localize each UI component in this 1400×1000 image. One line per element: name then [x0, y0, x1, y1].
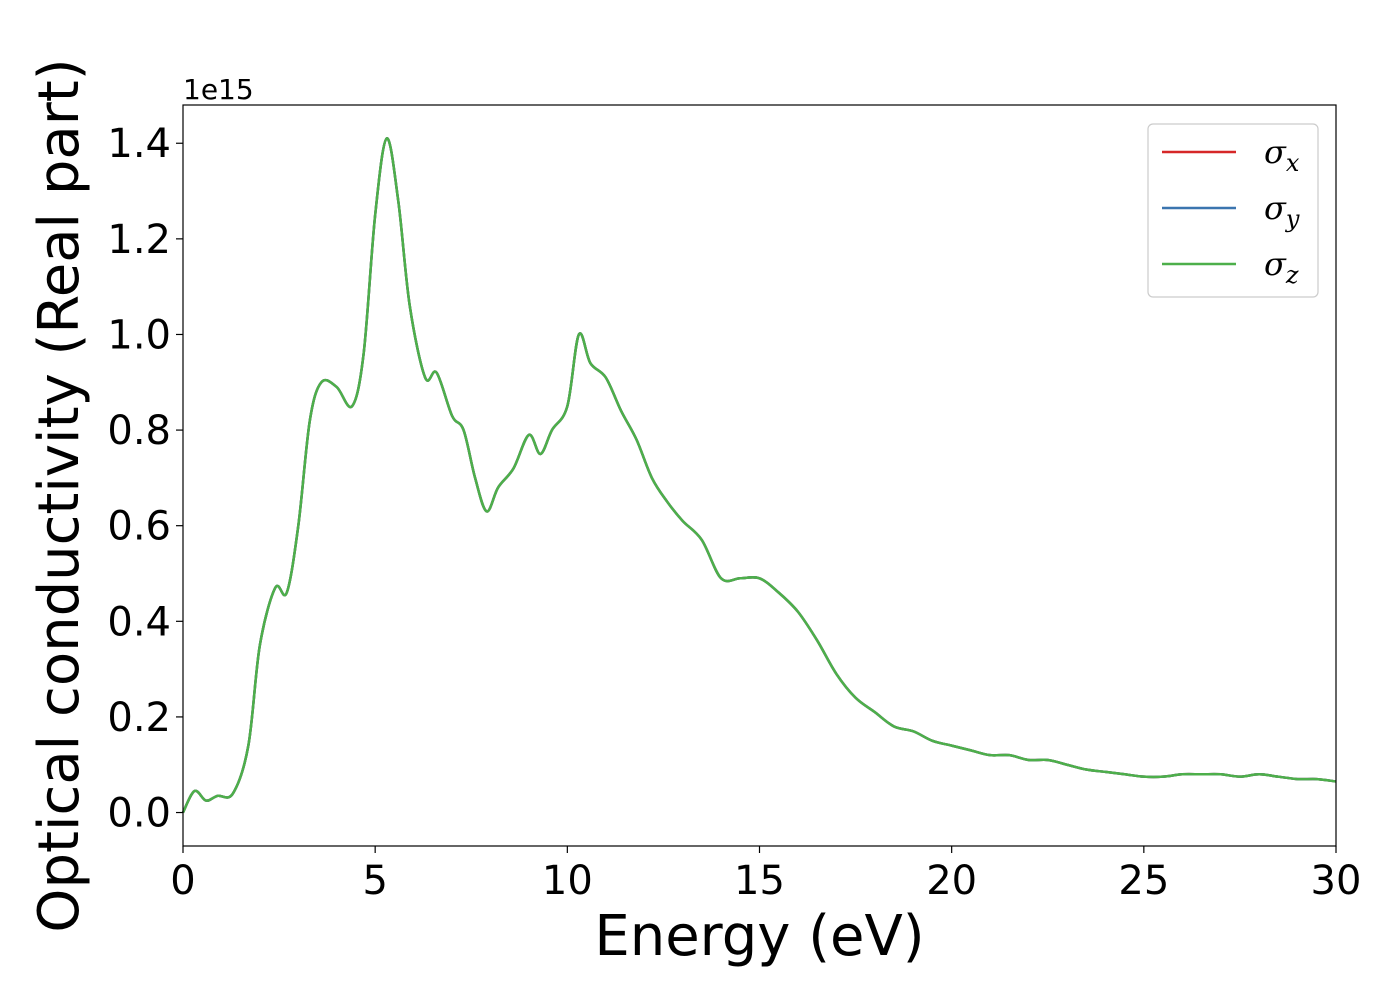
y-tick-label: 0.6: [107, 504, 171, 550]
y-offset-text: 1e15: [183, 73, 254, 106]
y-tick-label: 1.2: [107, 217, 171, 263]
x-tick-label: 20: [926, 858, 977, 904]
x-tick-label: 30: [1311, 858, 1362, 904]
legend-subscript: y: [1285, 205, 1300, 233]
y-tick-label: 0.2: [107, 695, 171, 741]
legend-symbol: σ: [1264, 245, 1287, 283]
y-tick-label: 1.0: [107, 312, 171, 358]
x-tick-label: 0: [170, 858, 195, 904]
legend-symbol: σ: [1264, 133, 1287, 171]
y-tick-label: 0.4: [107, 599, 171, 645]
legend-entry: σx: [1264, 133, 1300, 177]
x-tick-label: 15: [734, 858, 785, 904]
y-axis-title: Optical conductivity (Real part): [27, 58, 92, 932]
legend-symbol: σ: [1264, 189, 1287, 227]
legend-entry: σy: [1264, 189, 1300, 233]
y-tick-label: 0.0: [107, 791, 171, 837]
y-tick-label: 0.8: [107, 408, 171, 454]
x-axis-title: Energy (eV): [594, 904, 924, 969]
legend-entry: σz: [1264, 245, 1299, 289]
legend-subscript: z: [1285, 261, 1299, 289]
x-tick-label: 10: [542, 858, 593, 904]
y-tick-label: 1.4: [107, 121, 171, 167]
series-line-z: [181, 137, 1337, 814]
x-tick-label: 25: [1118, 858, 1169, 904]
series-layer: [181, 137, 1337, 814]
legend-subscript: x: [1286, 149, 1300, 177]
x-tick-label: 5: [362, 858, 387, 904]
ticks-layer: 0 5 10 15 20 25 30 0.0 0.2 0.4 0.6 0.8 1.0 1.2 1.4: [107, 121, 1361, 904]
legend-box: [1147, 123, 1319, 298]
